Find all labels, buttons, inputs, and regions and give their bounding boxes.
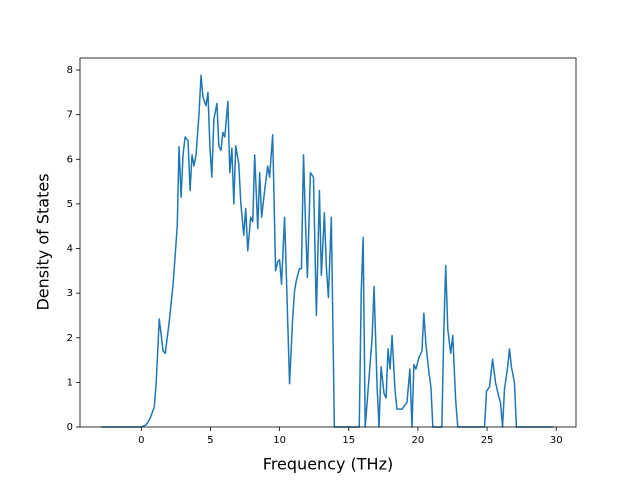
- y-tick-label: 8: [67, 65, 73, 76]
- x-tick-label: 20: [412, 435, 425, 446]
- y-tick-label: 2: [67, 333, 73, 344]
- y-tick-label: 3: [67, 288, 73, 299]
- y-tick-label: 5: [67, 199, 73, 210]
- line: [101, 74, 554, 428]
- y-tick-label: 4: [67, 244, 73, 255]
- plot-frame: [79, 57, 577, 428]
- x-tick-label: 30: [550, 435, 563, 446]
- y-tick-label: 6: [67, 154, 73, 165]
- y-tick-label: 1: [67, 377, 73, 388]
- x-tick-label: 15: [342, 435, 355, 446]
- y-tick-label: 0: [67, 422, 73, 433]
- x-tick-label: 5: [207, 435, 213, 446]
- y-tick-label: 7: [67, 110, 73, 121]
- y-axis-label: Density of States: [34, 173, 53, 310]
- x-tick-label: 25: [481, 435, 494, 446]
- x-tick-label: 0: [138, 435, 144, 446]
- x-axis-label: Frequency (THz): [263, 455, 393, 474]
- x-tick-label: 10: [273, 435, 286, 446]
